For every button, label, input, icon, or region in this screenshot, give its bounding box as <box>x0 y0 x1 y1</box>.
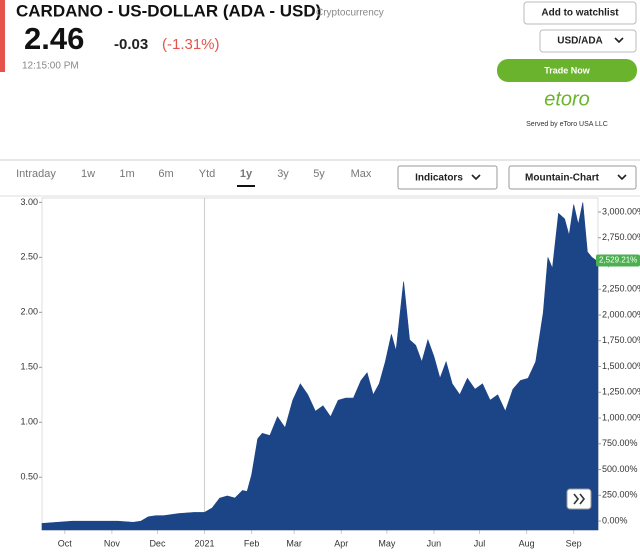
y2-tick-label: 1,250.00% <box>602 387 640 397</box>
price: 2.46 <box>24 21 84 56</box>
y2-tick-label: 2,000.00% <box>602 309 640 319</box>
chart: Oct Nov Dec 2021 Feb Mar Apr May Jun Jul Aug Sep 0.5… <box>20 197 640 548</box>
y2-tick-label: 0.00% <box>602 515 628 525</box>
y2-tick-label: 750.00% <box>602 438 638 448</box>
tab[interactable]: 5y <box>313 168 325 180</box>
tab-bar: Intraday 1w 1m 6m Ytd 1y 3y 5y Max <box>16 168 372 187</box>
chevron <box>617 174 627 181</box>
y2-tick-label: 1,750.00% <box>602 335 640 345</box>
x-tick-label: Sep <box>566 538 582 548</box>
y-tick-label: 0.50 <box>20 472 38 482</box>
tab[interactable]: 1y <box>240 168 253 180</box>
y2-tick-label: 250.00% <box>602 490 638 500</box>
y2-tick-label: 1,000.00% <box>602 412 640 422</box>
x-tick-label: 2021 <box>195 538 215 548</box>
y2-tick-label: 1,500.00% <box>602 361 640 371</box>
tab[interactable]: 1m <box>119 168 134 180</box>
x-tick-label: Mar <box>286 538 302 548</box>
indicators-menu[interactable] <box>397 165 498 190</box>
tab[interactable]: 1w <box>81 168 95 180</box>
x-tick-label: Oct <box>58 538 73 548</box>
y2-tick-label: 500.00% <box>602 464 638 474</box>
menu-label[interactable]: Indicators <box>415 173 463 184</box>
brand-logo: etoro <box>544 88 590 110</box>
x-tick-label: May <box>378 538 396 548</box>
change-percent: (-1.31%) <box>162 36 220 53</box>
instrument-title: CARDANO - US-DOLLAR (ADA - USD) <box>16 1 321 20</box>
tab[interactable]: Intraday <box>16 168 56 180</box>
watchlist-button[interactable] <box>523 1 637 25</box>
trade-button[interactable] <box>497 59 637 82</box>
current-value-box <box>596 254 640 267</box>
y2-tick-label: 2,250.00% <box>602 284 640 294</box>
current-value-label: 2,529.21% <box>599 256 637 265</box>
area <box>41 202 599 531</box>
y-tick-label: 2.00 <box>20 307 38 317</box>
trade-label[interactable]: Trade Now <box>544 65 591 75</box>
category: Cryptocurrency <box>316 8 384 19</box>
time: 12:15:00 PM <box>22 61 79 72</box>
y-tick-label: 1.00 <box>20 417 38 427</box>
x-tick-label: Dec <box>149 538 166 548</box>
accent-bar <box>0 0 5 72</box>
y2-tick-label: 3,000.00% <box>602 206 640 216</box>
tab[interactable]: 6m <box>158 168 173 180</box>
chart-type-menu[interactable] <box>508 165 637 190</box>
x-tick-label: Feb <box>244 538 260 548</box>
x-tick-label: Jul <box>474 538 486 548</box>
chevron <box>471 174 481 181</box>
y2-tick-label: 2,750.00% <box>602 232 640 242</box>
scroll-icon <box>573 493 586 505</box>
change: -0.03 <box>114 36 148 53</box>
x-tick-label: Nov <box>104 538 121 548</box>
tab[interactable]: Max <box>351 168 372 180</box>
tab[interactable]: 3y <box>277 168 289 180</box>
x-tick-label: Apr <box>334 538 348 548</box>
menu-label[interactable]: Mountain-Chart <box>525 173 600 184</box>
tab[interactable]: Ytd <box>199 168 216 180</box>
x-tick-label: Jun <box>427 538 442 548</box>
pair-button[interactable] <box>539 29 637 53</box>
watchlist-label[interactable]: Add to watchlist <box>541 8 619 19</box>
pair-label[interactable]: USD/ADA <box>557 36 603 47</box>
served-by: Served by eToro USA LLC <box>526 121 608 128</box>
y-tick-label: 1.50 <box>20 362 38 372</box>
x-tick-label: Aug <box>519 538 535 548</box>
y-tick-label: 2.50 <box>20 252 38 262</box>
y-tick-label: 3.00 <box>20 197 38 207</box>
chevron <box>614 37 624 44</box>
